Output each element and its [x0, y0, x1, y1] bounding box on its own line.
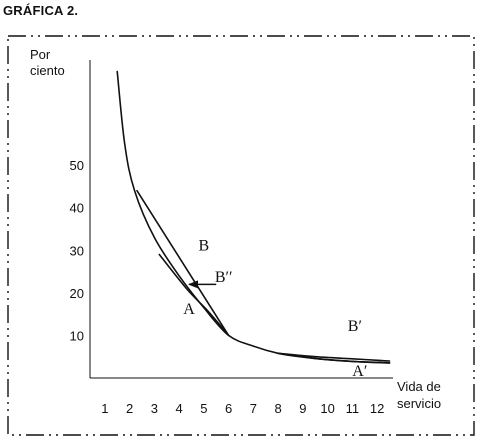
x-tick-label: 4 — [175, 401, 182, 416]
x-tick-label: 12 — [370, 401, 384, 416]
x-axis-label-line-2: servicio — [397, 396, 442, 411]
x-axis-label-line-1: Vida de — [397, 379, 441, 394]
curve-label: A — [183, 301, 195, 318]
x-tick-label: 2 — [126, 401, 133, 416]
y-axis-label-line-2: ciento — [30, 63, 65, 78]
y-tick-label: 10 — [70, 328, 84, 343]
x-tick-label: 7 — [250, 401, 257, 416]
y-axis-label-line-1: Por — [30, 47, 51, 62]
curves — [116, 70, 391, 364]
curve-line-2 — [136, 189, 230, 337]
figure-title: GRÁFICA 2. — [3, 3, 79, 18]
x-tick-label: 3 — [151, 401, 158, 416]
curve-line-5 — [277, 352, 391, 364]
x-tick-label: 9 — [299, 401, 306, 416]
curve-line-3 — [158, 253, 230, 337]
y-tick-label: 30 — [70, 243, 84, 258]
y-axis-label: Por ciento — [30, 47, 65, 79]
x-tick-label: 10 — [320, 401, 334, 416]
x-tick-label: 6 — [225, 401, 232, 416]
curve-label: B — [199, 237, 210, 254]
x-tick-label: 8 — [275, 401, 282, 416]
curve-label: A′ — [352, 363, 367, 380]
x-tick-label: 5 — [200, 401, 207, 416]
y-tick-label: 20 — [70, 286, 84, 301]
x-axis-label: Vida de servicio — [397, 378, 441, 412]
axes — [89, 60, 393, 379]
x-tick-label: 11 — [346, 401, 360, 416]
curve-labels: B B′′ A B′ A′ — [183, 237, 367, 380]
y-tick-label: 40 — [70, 201, 84, 216]
y-tick-label: 50 — [70, 158, 84, 173]
curve-label: B′ — [348, 318, 362, 335]
x-tick-label: 1 — [101, 401, 108, 416]
curve-label: B′′ — [215, 269, 233, 286]
